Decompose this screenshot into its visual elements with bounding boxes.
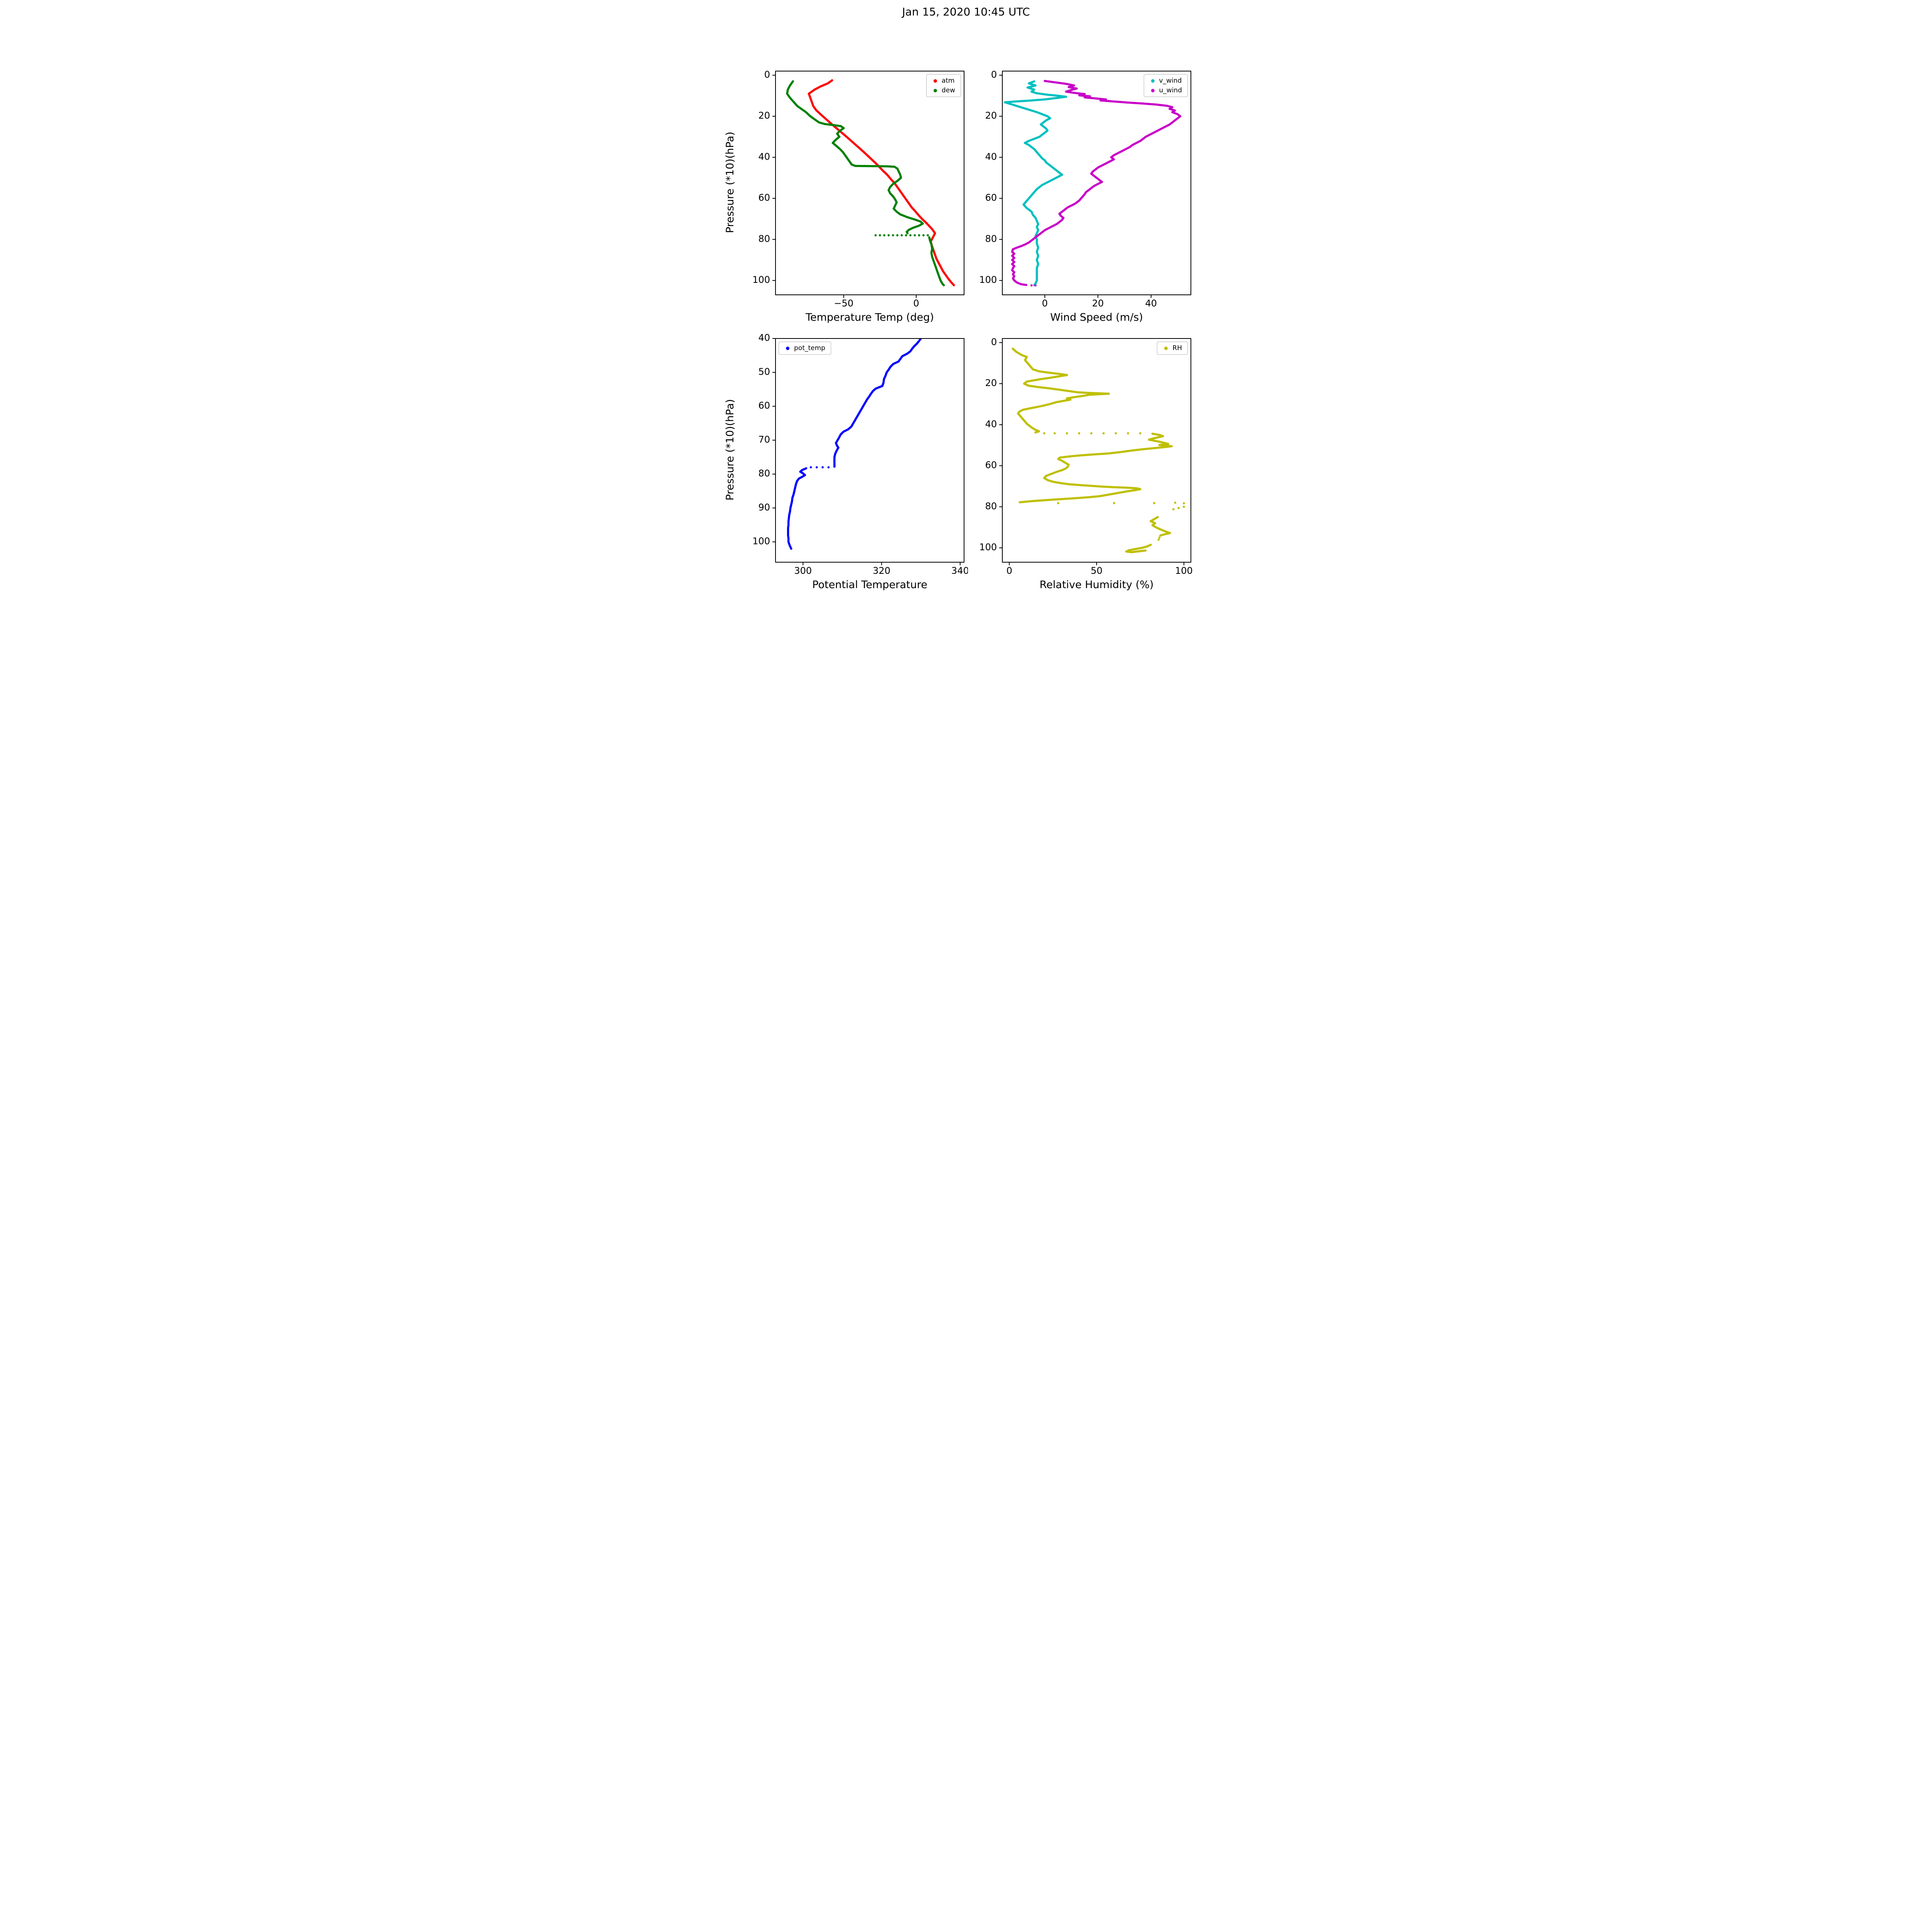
legend-label: atm (941, 77, 955, 85)
relative-humidity-plot-canvas (971, 333, 1195, 578)
temperature-plot-canvas (745, 66, 968, 310)
legend-item-pot_temp: pot_temp (783, 344, 825, 352)
relative-humidity-x-axis-label: Relative Humidity (%) (1039, 579, 1154, 591)
wind-x-axis-label: Wind Speed (m/s) (1050, 311, 1143, 323)
figure-title: Jan 15, 2020 10:45 UTC (902, 5, 1030, 18)
wind-legend: v_wind u_wind (1143, 74, 1188, 97)
legend-marker-icon (786, 346, 789, 350)
relative-humidity-plot: RH Relative Humidity (%) (971, 333, 1195, 596)
temperature-legend: atm dew (926, 74, 961, 97)
relative-humidity-legend: RH (1157, 342, 1188, 355)
temperature-x-axis-label: Temperature Temp (deg) (805, 311, 934, 323)
legend-marker-icon (933, 79, 937, 83)
y-axis-label-row1: Pressure (*10)(hPa) (724, 131, 736, 233)
y-axis-label-row2: Pressure (*10)(hPa) (724, 399, 736, 501)
legend-label: dew (941, 87, 955, 94)
legend-item-u_wind: u_wind (1148, 87, 1182, 94)
legend-marker-icon (1151, 79, 1155, 83)
legend-item-atm: atm (930, 77, 955, 85)
legend-item-dew: dew (930, 87, 955, 94)
legend-label: u_wind (1159, 87, 1182, 94)
potential-temperature-legend: pot_temp (779, 342, 831, 355)
legend-item-v_wind: v_wind (1148, 77, 1182, 85)
potential-temperature-plot-canvas (745, 333, 968, 578)
wind-plot: v_wind u_wind Wind Speed (m/s) (971, 66, 1195, 328)
sounding-figure: Jan 15, 2020 10:45 UTC Pressure (*10)(hP… (719, 0, 1213, 612)
potential-temperature-x-axis-label: Potential Temperature (812, 579, 927, 591)
legend-label: RH (1172, 344, 1182, 352)
temperature-plot: atm dew Temperature Temp (deg) (745, 66, 968, 328)
legend-label: v_wind (1159, 77, 1182, 85)
potential-temperature-plot: pot_temp Potential Temperature (745, 333, 968, 596)
wind-plot-canvas (971, 66, 1195, 310)
legend-label: pot_temp (794, 344, 825, 352)
legend-marker-icon (933, 88, 937, 92)
legend-marker-icon (1164, 346, 1168, 350)
legend-marker-icon (1151, 88, 1155, 92)
legend-item-RH: RH (1161, 344, 1182, 352)
